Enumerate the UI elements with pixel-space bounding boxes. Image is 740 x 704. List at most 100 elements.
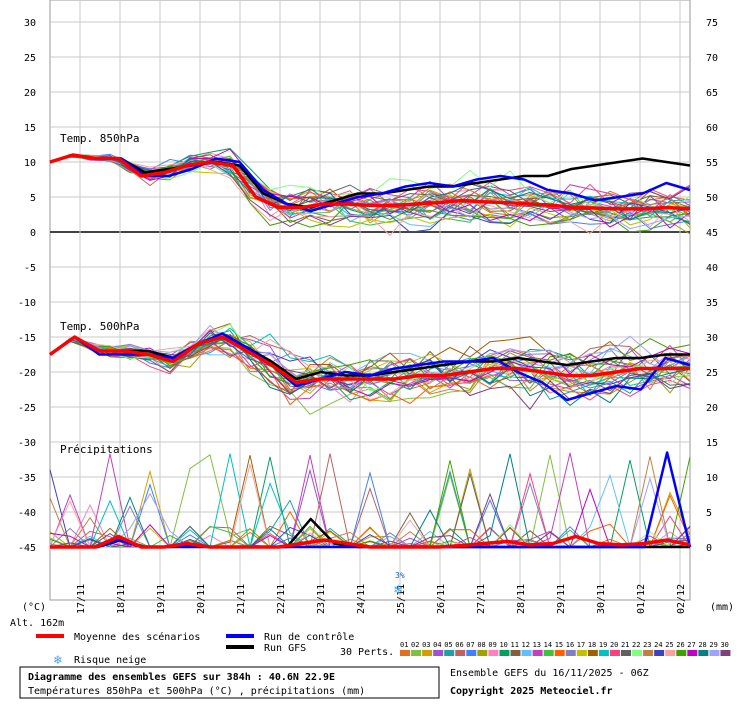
- pert-legend-swatch: [488, 650, 499, 656]
- series-temp850-line: [49, 153, 691, 211]
- pert-legend-number: 27: [687, 641, 695, 649]
- pert-legend-number: 29: [709, 641, 717, 649]
- date-tick-label: 19/11: [156, 584, 167, 614]
- pert-legend-swatch: [676, 650, 687, 656]
- plot-frame: [49, 0, 691, 601]
- right-tick-label: 55: [706, 158, 718, 169]
- pert-legend-swatch: [720, 650, 731, 656]
- pert-legend-number: 09: [488, 641, 496, 649]
- left-unit-label: (°C): [22, 602, 46, 613]
- right-tick-label: 25: [706, 368, 718, 379]
- date-tick-label: 18/11: [116, 584, 127, 614]
- pert-legend-number: 26: [676, 641, 684, 649]
- right-tick-label: 50: [706, 193, 718, 204]
- left-tick-label: 10: [24, 158, 36, 169]
- left-tick-label: -10: [18, 298, 36, 309]
- pert-500-line: [49, 328, 691, 401]
- series-temp850-line: [49, 153, 691, 209]
- pert-legend-number: 12: [522, 641, 530, 649]
- date-tick-label: 02/12: [676, 584, 687, 614]
- right-tick-label: 40: [706, 263, 718, 274]
- pert-legend-number: 11: [511, 641, 519, 649]
- snowflake-legend-icon: ❄: [53, 653, 62, 668]
- pert-legend-swatch: [598, 650, 609, 656]
- right-tick-label: 0: [706, 543, 712, 554]
- footer-ensemble: Ensemble GEFS du 16/11/2025 - 06Z: [450, 668, 649, 679]
- right-tick-label: 60: [706, 123, 718, 134]
- date-tick-label: 30/11: [596, 584, 607, 614]
- pert-legend-number: 05: [444, 641, 452, 649]
- pert-legend-number: 25: [665, 641, 673, 649]
- pert-legend-number: 20: [610, 641, 618, 649]
- left-tick-label: -30: [18, 438, 36, 449]
- pert-legend-swatch: [477, 650, 488, 656]
- left-tick-label: -25: [18, 403, 36, 414]
- right-tick-label: 30: [706, 333, 718, 344]
- left-tick-label: 20: [24, 88, 36, 99]
- pert-500-line: [49, 327, 691, 397]
- pert-legend-number: 02: [411, 641, 419, 649]
- pert-legend-number: 18: [588, 641, 596, 649]
- right-tick-label: 20: [706, 403, 718, 414]
- right-unit-label: (mm): [710, 602, 734, 613]
- date-tick-label: 22/11: [276, 584, 287, 614]
- left-axis: 30 25 20 15 10 5 0 -5 -10 -15 -20 -25 -30 -35 -40 -45: [18, 18, 36, 554]
- pert-legend-swatch: [576, 650, 587, 656]
- date-tick-label: 20/11: [196, 584, 207, 614]
- pert-legend-number: 30: [720, 641, 728, 649]
- pert-legend-number: 08: [477, 641, 485, 649]
- right-tick-label: 35: [706, 298, 718, 309]
- right-tick-label: 10: [706, 473, 718, 484]
- left-tick-label: 5: [30, 193, 36, 204]
- pert-legend-swatch: [665, 650, 676, 656]
- left-tick-label: 0: [30, 228, 36, 239]
- left-tick-label: -35: [18, 473, 36, 484]
- pert-legend-number: 22: [632, 641, 640, 649]
- pert-legend-swatch: [411, 650, 422, 656]
- pert-legend-number: 21: [621, 641, 629, 649]
- pert-legend-swatch: [698, 650, 709, 656]
- footer-copyright: Copyright 2025 Meteociel.fr: [450, 685, 613, 697]
- pert-legend-swatch: [643, 650, 654, 656]
- date-tick-label: 27/11: [476, 584, 487, 614]
- pert-legend-swatch: [554, 650, 565, 656]
- pert-legend-swatch: [444, 650, 455, 656]
- left-tick-label: -45: [18, 543, 36, 554]
- footer-title: Diagramme des ensembles GEFS sur 384h : …: [28, 671, 335, 683]
- date-tick-label: 29/11: [556, 584, 567, 614]
- left-tick-label: -40: [18, 508, 36, 519]
- left-tick-label: 30: [24, 18, 36, 29]
- date-tick-label: 26/11: [436, 584, 447, 614]
- pert-legend-swatch: [632, 650, 643, 656]
- main-series-lines: [48, 153, 692, 549]
- date-tick-label: 23/11: [316, 584, 327, 614]
- pert-legend-swatch: [543, 650, 554, 656]
- date-tick-label: 21/11: [236, 584, 247, 614]
- right-tick-label: 5: [706, 508, 712, 519]
- grid-lines: [49, 0, 691, 601]
- series-temp850-line: [49, 153, 691, 213]
- pert-legend-swatch: [400, 650, 410, 656]
- pert-legend-number: 07: [466, 641, 474, 649]
- panel-label-850: Temp. 850hPa: [60, 132, 139, 145]
- footer-box: [19, 666, 440, 699]
- right-tick-label: 75: [706, 18, 718, 29]
- pert-legend-number: 14: [544, 641, 552, 649]
- pert-legend-number: 23: [643, 641, 651, 649]
- pert-legend-swatch: [609, 650, 620, 656]
- date-tick-label: 24/11: [356, 584, 367, 614]
- left-tick-label: 25: [24, 53, 36, 64]
- legend-gfs-label: Run GFS: [264, 643, 306, 654]
- pert-legend-swatch: [587, 650, 598, 656]
- right-tick-label: 70: [706, 53, 718, 64]
- panel-label-500: Temp. 500hPa: [60, 320, 139, 333]
- pert-legend-number: 15: [555, 641, 563, 649]
- series-precip-line: [50, 534, 691, 549]
- pert-legend-number: 04: [433, 641, 441, 649]
- left-tick-label: -20: [18, 368, 36, 379]
- pert-legend-swatch: [499, 650, 510, 656]
- pert-legend-number: 19: [599, 641, 607, 649]
- pert-legend-swatch: [422, 650, 433, 656]
- legend: Moyenne des scénarios Run de contrôle Ru…: [36, 631, 731, 668]
